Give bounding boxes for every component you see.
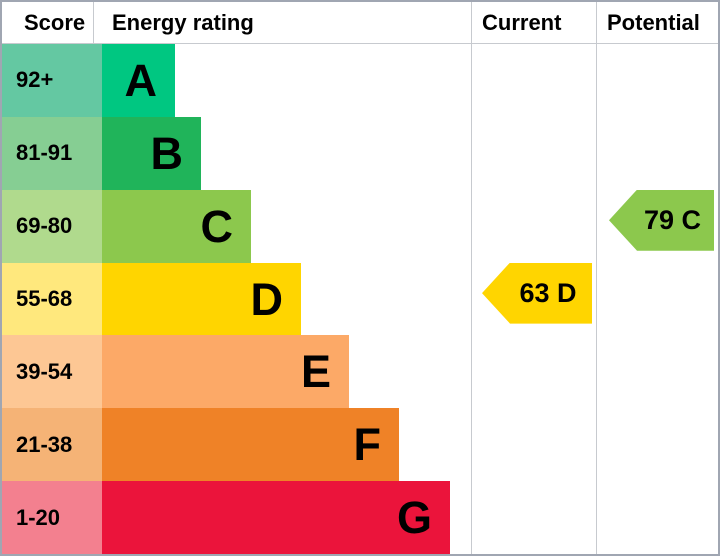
band-row-e: 39-54 E	[2, 335, 718, 409]
header-score: Score	[2, 2, 94, 43]
bar-area: F	[102, 408, 471, 482]
potential-cell	[596, 262, 718, 336]
current-cell	[471, 481, 596, 554]
current-rating-arrow: 63 D	[482, 262, 592, 324]
current-cell: 63 D	[471, 262, 596, 336]
bar-area: A	[102, 44, 471, 117]
rating-bar: B	[102, 116, 201, 190]
rating-bar: C	[102, 189, 251, 263]
band-row-b: 81-91 B	[2, 116, 718, 190]
band-row-f: 21-38 F	[2, 408, 718, 482]
current-cell	[471, 335, 596, 409]
header-current: Current	[471, 2, 596, 43]
score-range: 39-54	[2, 335, 102, 409]
band-row-d: 55-68 D 63 D	[2, 262, 718, 336]
bar-area: E	[102, 335, 471, 409]
potential-cell: 79 C	[596, 189, 718, 263]
bar-area: B	[102, 116, 471, 190]
potential-cell	[596, 408, 718, 482]
rating-bar: E	[102, 335, 349, 409]
bar-area: D	[102, 262, 471, 336]
score-range: 81-91	[2, 116, 102, 190]
potential-cell	[596, 335, 718, 409]
score-range: 55-68	[2, 262, 102, 336]
rating-bar: D	[102, 262, 301, 336]
rating-bar: G	[102, 481, 450, 554]
band-row-g: 1-20 G	[2, 481, 718, 554]
score-range: 92+	[2, 44, 102, 117]
potential-rating-arrow: 79 C	[609, 189, 714, 251]
score-range: 69-80	[2, 189, 102, 263]
header-potential: Potential	[596, 2, 718, 43]
potential-cell	[596, 116, 718, 190]
potential-cell	[596, 44, 718, 117]
current-cell	[471, 408, 596, 482]
score-range: 1-20	[2, 481, 102, 554]
bar-area: G	[102, 481, 471, 554]
header-energy-rating: Energy rating	[112, 9, 254, 35]
current-cell	[471, 116, 596, 190]
band-rows: 92+ A 81-91 B 69-80 C 79 C	[2, 44, 718, 554]
chart-header: Score Energy rating Current Potential	[2, 2, 718, 44]
potential-cell	[596, 481, 718, 554]
current-cell	[471, 44, 596, 117]
score-range: 21-38	[2, 408, 102, 482]
band-row-c: 69-80 C 79 C	[2, 189, 718, 263]
band-row-a: 92+ A	[2, 44, 718, 117]
current-cell	[471, 189, 596, 263]
rating-bar: A	[102, 44, 175, 117]
rating-bar: F	[102, 408, 399, 482]
bar-area: C	[102, 189, 471, 263]
